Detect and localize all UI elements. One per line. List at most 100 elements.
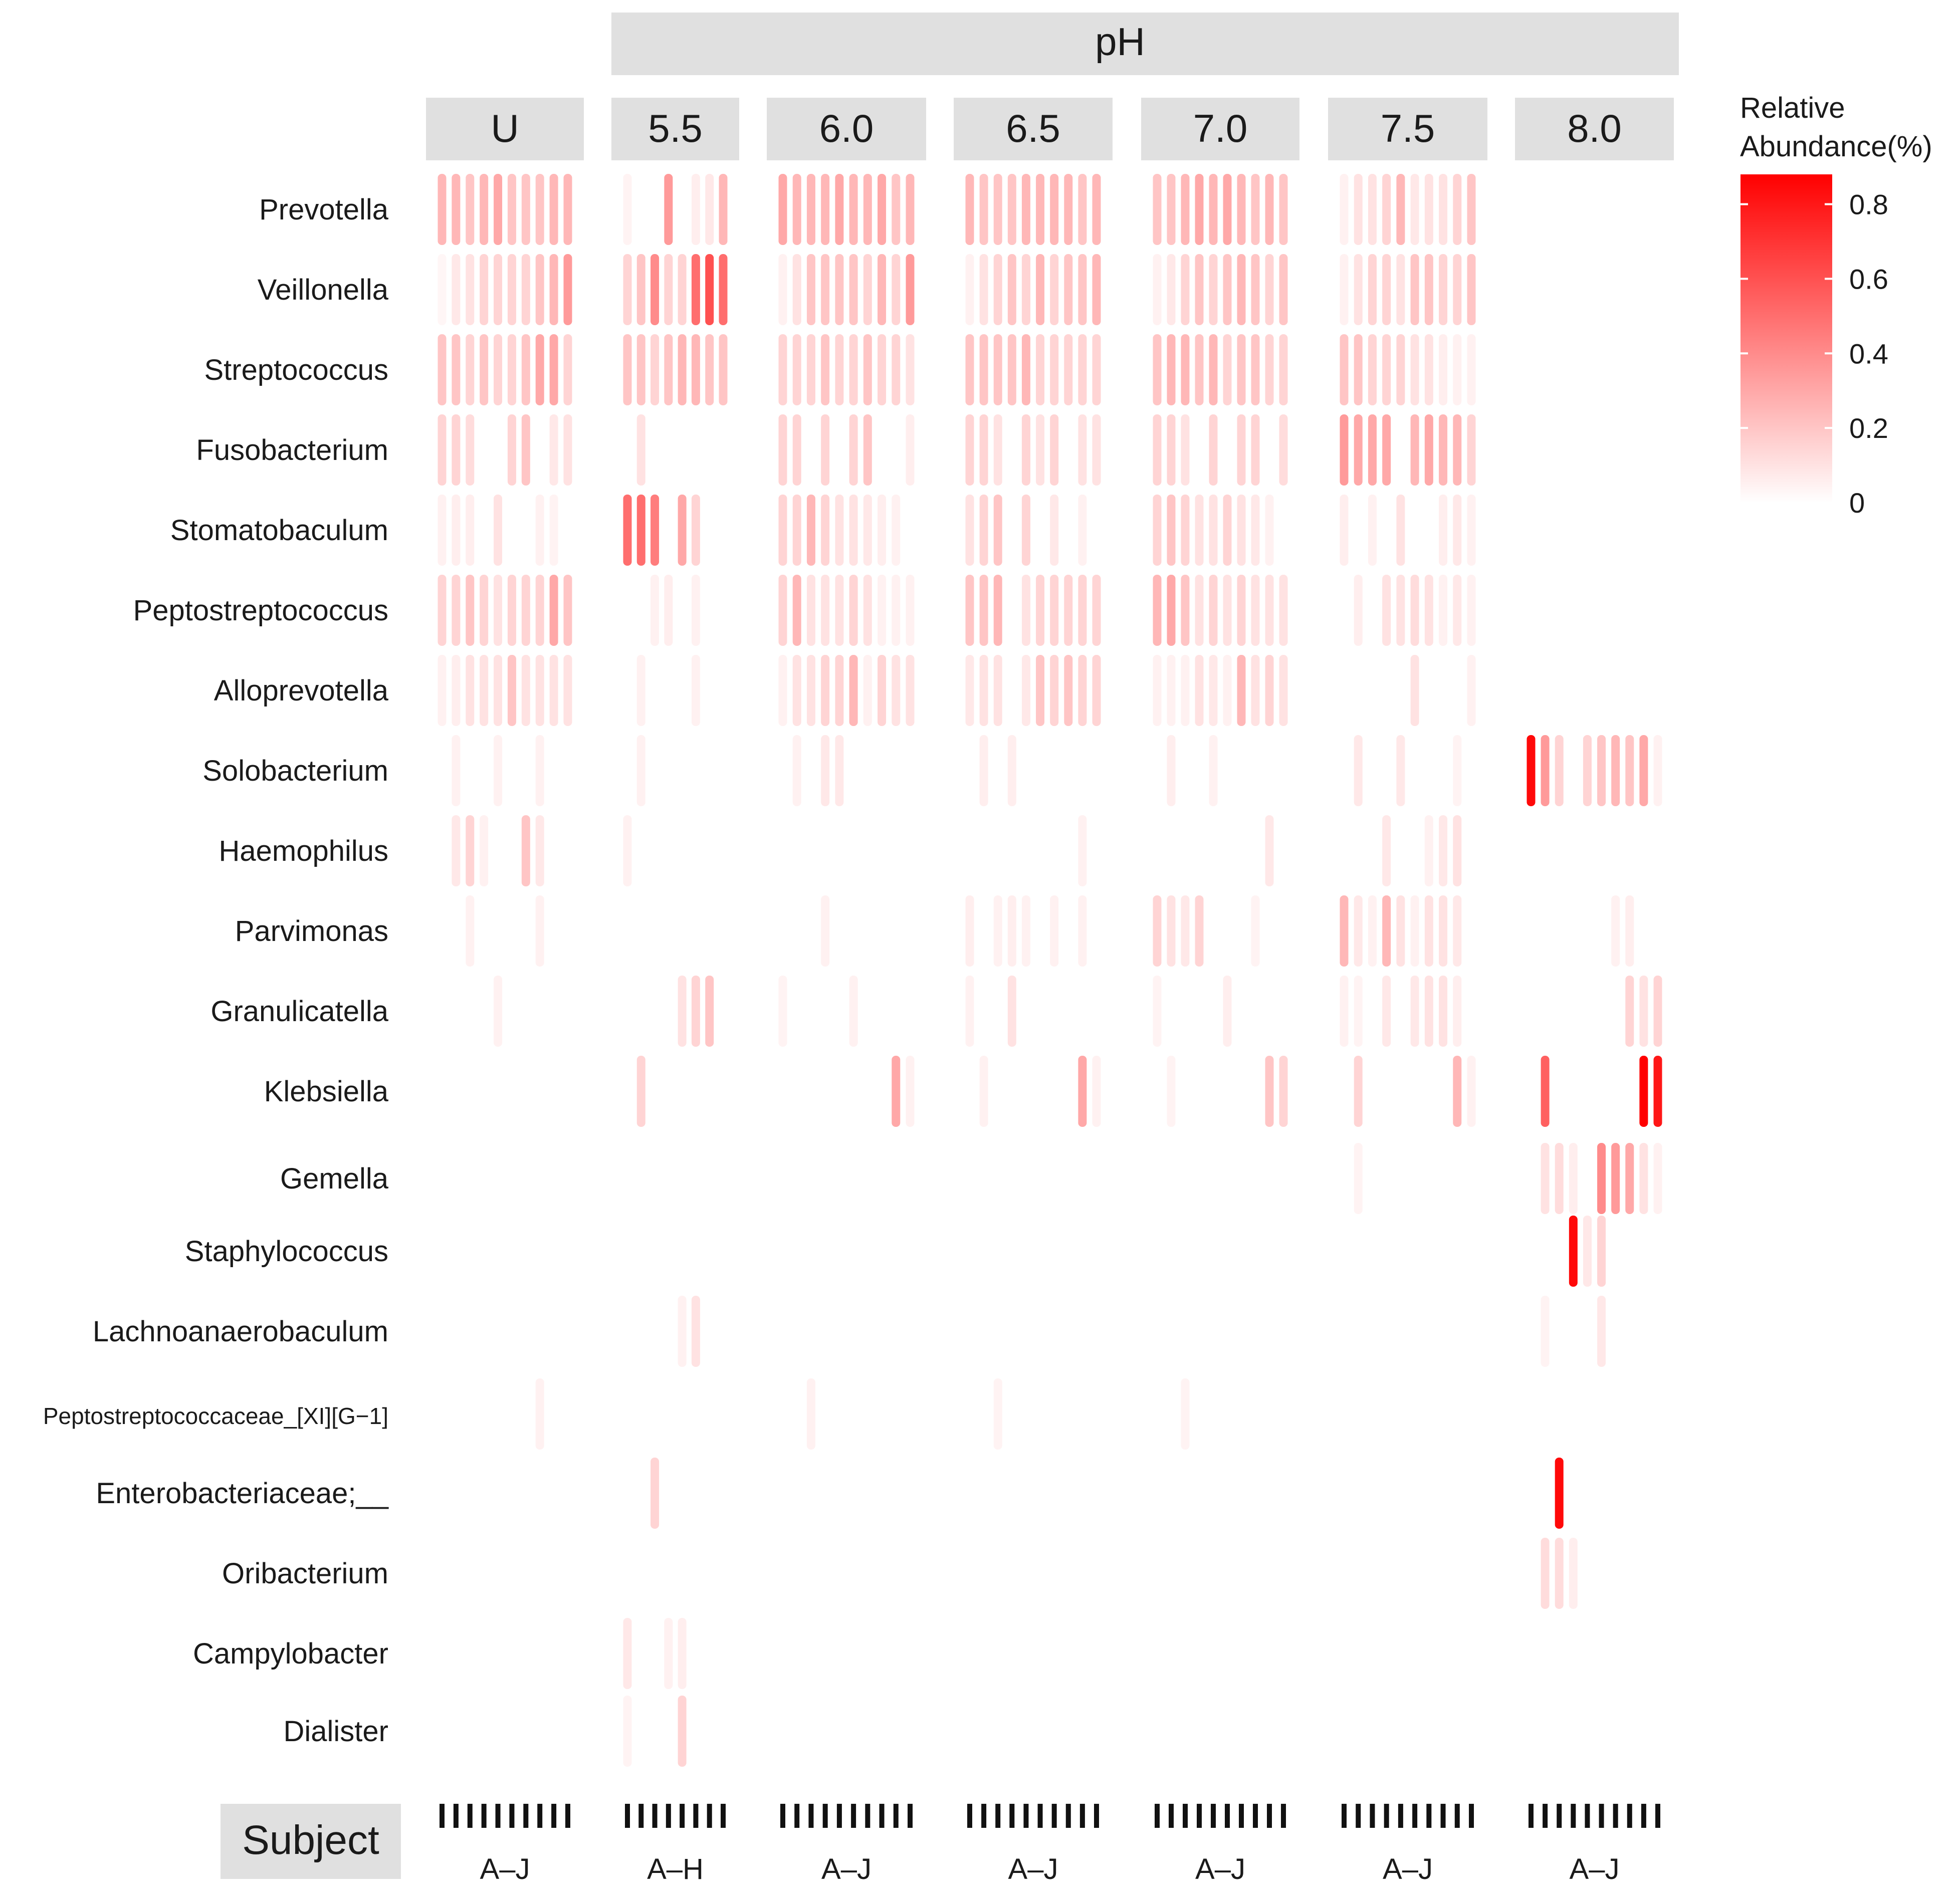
heatmap-cell xyxy=(863,575,872,646)
subject-tick xyxy=(1051,1804,1057,1828)
heatmap-cell xyxy=(452,495,461,566)
heatmap-cell xyxy=(1467,414,1476,486)
heatmap-cell xyxy=(1467,174,1476,245)
heatmap-cell xyxy=(1639,1143,1648,1214)
heatmap-cell xyxy=(792,495,801,566)
heatmap-cell xyxy=(549,655,558,726)
heatmap-cell xyxy=(1036,575,1045,646)
heatmap-cell xyxy=(1265,495,1274,566)
heatmap-cell xyxy=(1181,414,1190,486)
heatmap-cell xyxy=(1153,334,1162,405)
legend-tick-label: 0.6 xyxy=(1849,263,1888,295)
heatmap-cell xyxy=(623,334,632,405)
heatmap-cell xyxy=(1453,414,1462,486)
heatmap-cell xyxy=(892,495,901,566)
heatmap-cell xyxy=(549,254,558,325)
heatmap-cell xyxy=(1265,254,1274,325)
heatmap-cell xyxy=(1396,575,1405,646)
heatmap-cell xyxy=(778,495,787,566)
heatmap-cell xyxy=(1453,815,1462,886)
taxon-label: Gemella xyxy=(280,1162,389,1195)
heatmap-cell xyxy=(1611,1143,1620,1214)
heatmap-cell xyxy=(1092,254,1101,325)
heatmap-cell xyxy=(1453,174,1462,245)
heatmap-cell xyxy=(1167,414,1176,486)
subject-tick xyxy=(1169,1804,1174,1828)
heatmap-cell xyxy=(1541,1056,1550,1127)
subject-tick xyxy=(1655,1804,1660,1828)
subject-tick xyxy=(1094,1804,1099,1828)
taxon-label: Peptostreptococcaceae_[XI][G−1] xyxy=(43,1403,388,1429)
heatmap-cell xyxy=(979,655,988,726)
heatmap-cell xyxy=(1410,976,1419,1047)
subject-tick xyxy=(1641,1804,1646,1828)
heatmap-cell xyxy=(1237,575,1246,646)
heatmap-cell xyxy=(1092,1056,1101,1127)
heatmap-cell xyxy=(705,976,714,1047)
subject-tick xyxy=(1557,1804,1562,1828)
heatmap-cell xyxy=(1007,976,1016,1047)
heatmap-cell xyxy=(1555,1458,1564,1529)
heatmap-cell xyxy=(1092,575,1101,646)
subject-range-label: A–J xyxy=(1383,1853,1433,1885)
heatmap-cell xyxy=(1167,735,1176,806)
heatmap-cell xyxy=(1396,495,1405,566)
subject-tick xyxy=(794,1804,800,1828)
heatmap-cell xyxy=(480,174,489,245)
heatmap-cell xyxy=(906,254,915,325)
heatmap-cell xyxy=(1382,414,1391,486)
subject-tick xyxy=(495,1804,501,1828)
heatmap-cell xyxy=(1064,655,1073,726)
heatmap-cell xyxy=(1382,334,1391,405)
heatmap-cell xyxy=(965,895,974,967)
heatmap-cell xyxy=(1410,334,1419,405)
heatmap-cell xyxy=(863,254,872,325)
group-strip xyxy=(1141,98,1299,160)
heatmap-cell xyxy=(1251,655,1260,726)
heatmap-cell xyxy=(1410,174,1419,245)
heatmap-cell xyxy=(1078,575,1087,646)
heatmap-cell xyxy=(535,575,544,646)
heatmap-cell xyxy=(1279,334,1288,405)
heatmap-cell xyxy=(1036,174,1045,245)
heatmap-cell xyxy=(849,495,858,566)
subject-tick xyxy=(1585,1804,1590,1828)
heatmap-cell xyxy=(979,1056,988,1127)
heatmap-cell xyxy=(979,495,988,566)
heatmap-cell xyxy=(863,414,872,486)
heatmap-cell xyxy=(892,1056,901,1127)
heatmap-cell xyxy=(1153,414,1162,486)
heatmap-cell xyxy=(1368,254,1377,325)
subject-range-label: A–H xyxy=(647,1853,704,1885)
taxon-label: Streptococcus xyxy=(204,354,388,386)
taxon-label: Staphylococcus xyxy=(185,1235,388,1268)
heatmap-cell xyxy=(1597,1143,1606,1214)
group-strip xyxy=(954,98,1113,160)
subject-tick xyxy=(1225,1804,1230,1828)
heatmap-cell xyxy=(452,655,461,726)
heatmap-cell xyxy=(507,575,516,646)
subject-range-label: A–J xyxy=(1195,1853,1245,1885)
heatmap-cell xyxy=(1611,895,1620,967)
subject-range-label: A–J xyxy=(1570,1853,1620,1885)
heatmap-cell xyxy=(1007,334,1016,405)
heatmap-cell xyxy=(1195,575,1204,646)
heatmap-cell xyxy=(1064,174,1073,245)
heatmap-cell xyxy=(1467,254,1476,325)
heatmap-cell xyxy=(1265,575,1274,646)
heatmap-cell xyxy=(1064,575,1073,646)
heatmap-cell xyxy=(1036,254,1045,325)
heatmap-cell xyxy=(1265,174,1274,245)
heatmap-cell xyxy=(1050,254,1059,325)
heatmap-cell xyxy=(1625,735,1634,806)
heatmap-cell xyxy=(821,575,830,646)
heatmap-cell xyxy=(965,334,974,405)
heatmap-cell xyxy=(1382,254,1391,325)
subject-tick xyxy=(1613,1804,1618,1828)
heatmap-cell xyxy=(1265,655,1274,726)
heatmap-cell xyxy=(1092,414,1101,486)
heatmap-cell xyxy=(636,414,645,486)
heatmap-cell xyxy=(549,495,558,566)
heatmap-cell xyxy=(1653,1056,1662,1127)
heatmap-cell xyxy=(466,895,475,967)
